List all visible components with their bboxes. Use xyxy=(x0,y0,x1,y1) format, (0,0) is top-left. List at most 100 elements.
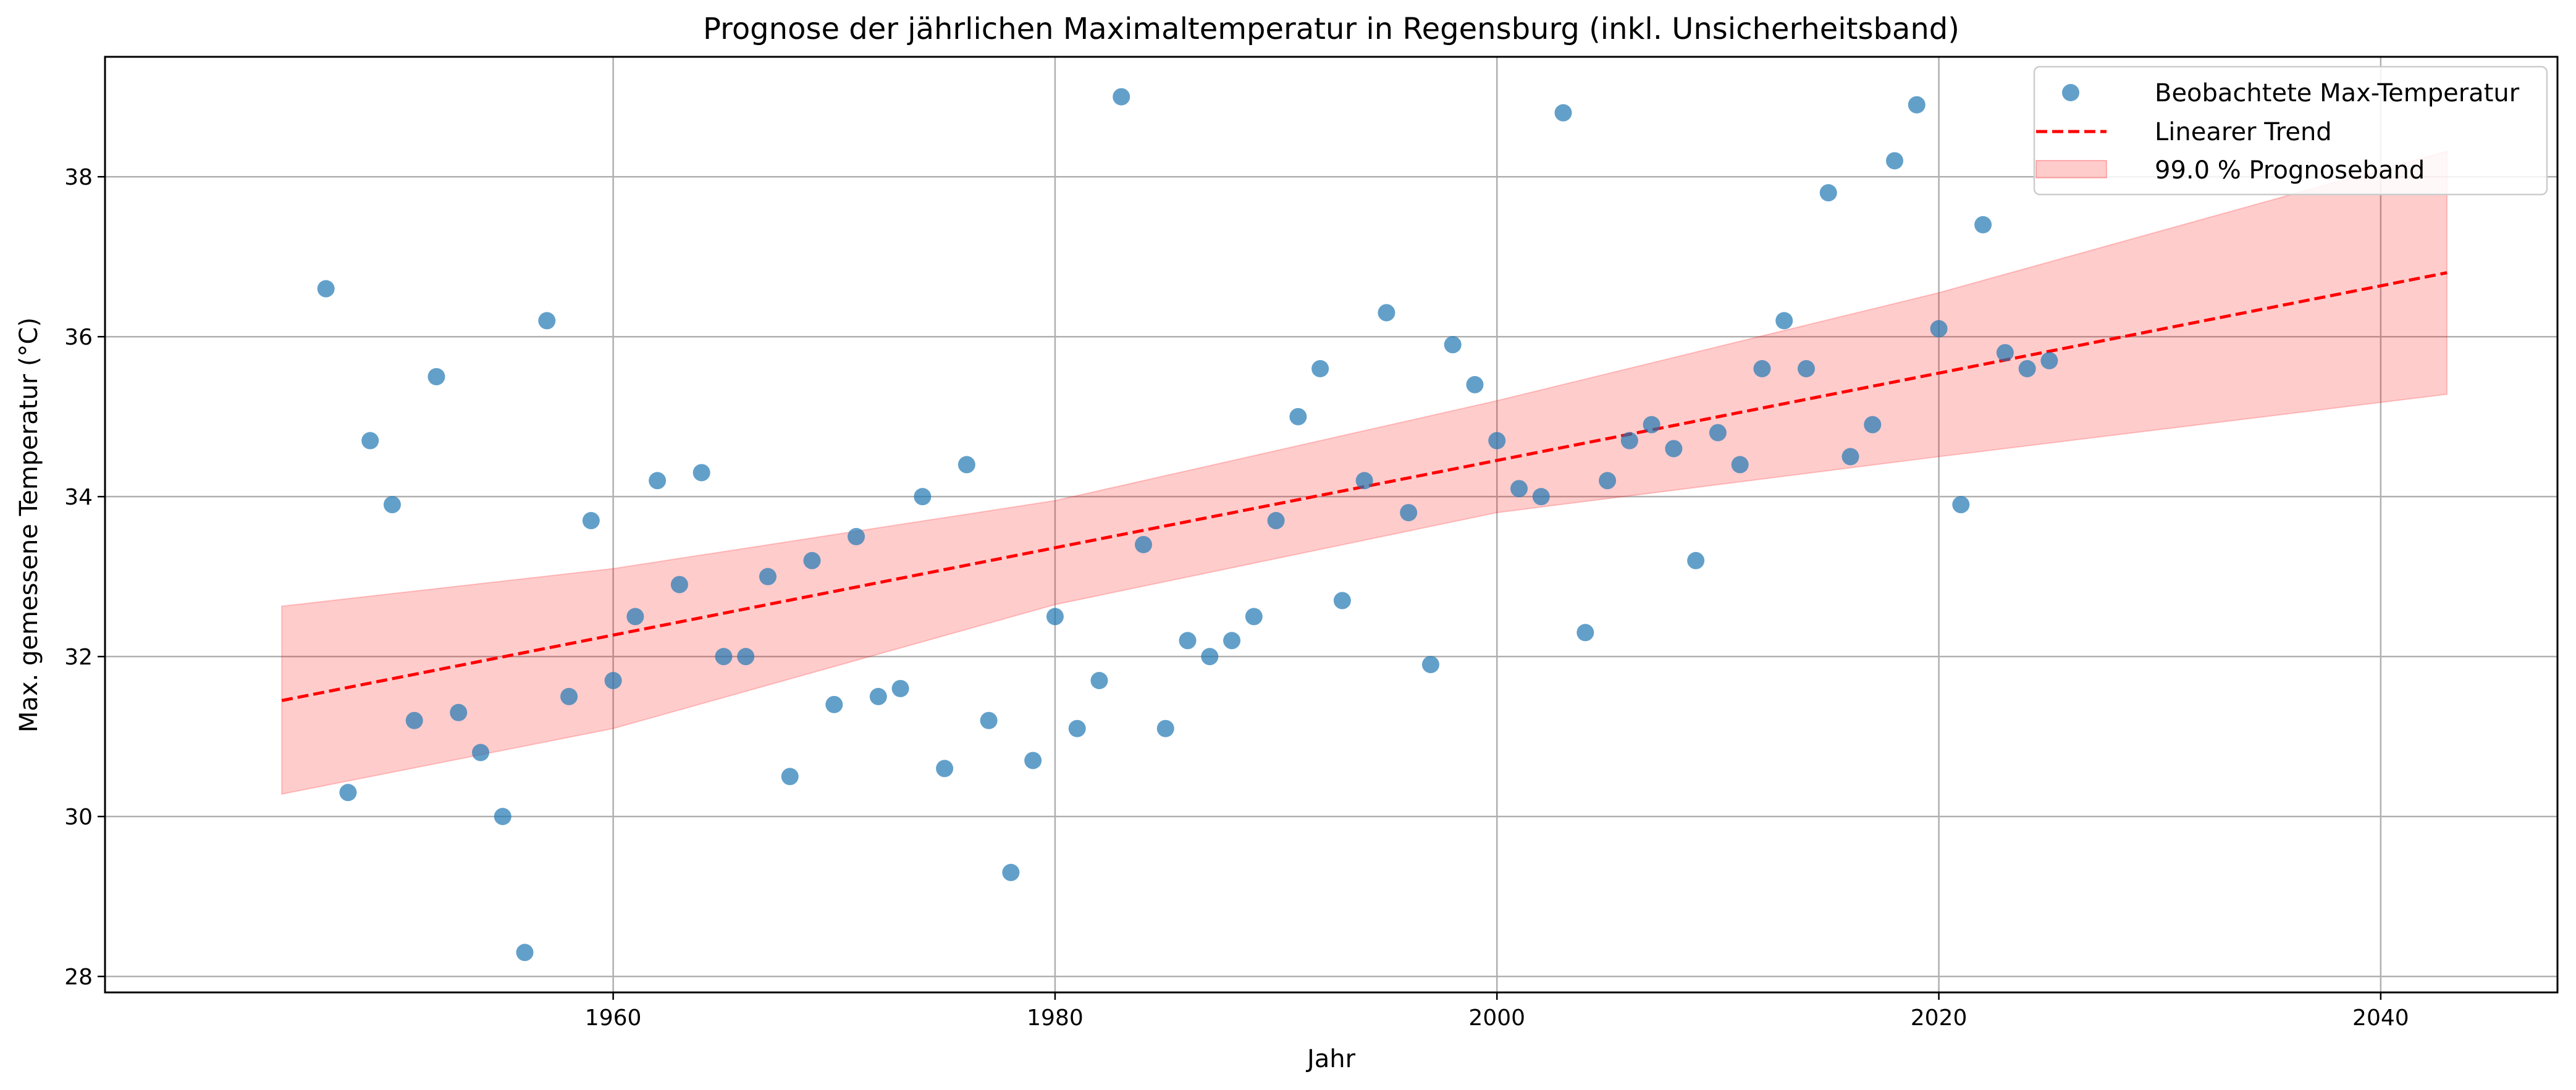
chart-title: Prognose der jährlichen Maximaltemperatu… xyxy=(703,12,1959,46)
legend-label-scatter: Beobachtete Max-Temperatur xyxy=(2155,79,2520,107)
data-point xyxy=(1421,656,1439,674)
data-point xyxy=(1311,360,1329,377)
x-tick-label: 1960 xyxy=(585,1005,642,1031)
data-point xyxy=(604,672,622,689)
data-point xyxy=(1620,432,1638,450)
trend-layer xyxy=(281,271,2448,702)
data-point xyxy=(2040,352,2058,370)
data-point xyxy=(1842,448,1859,466)
data-point xyxy=(737,648,755,666)
data-point xyxy=(958,456,975,474)
y-tick-label: 28 xyxy=(64,965,93,990)
legend-marker-scatter xyxy=(2062,84,2079,101)
data-point xyxy=(1753,360,1771,377)
legend: Beobachtete Max-Temperatur Linearer Tren… xyxy=(2033,65,2548,196)
data-point xyxy=(1046,608,1064,626)
data-point xyxy=(317,280,335,298)
y-axis-title: Max. gemessene Temperatur (°C) xyxy=(15,317,43,732)
data-point xyxy=(339,784,357,802)
x-tick-label: 2000 xyxy=(1468,1005,1525,1031)
data-point xyxy=(1179,632,1197,650)
data-point xyxy=(1599,472,1617,490)
data-point xyxy=(1819,184,1837,202)
data-point xyxy=(1886,152,1904,170)
data-point xyxy=(1002,863,1020,881)
data-point xyxy=(670,576,688,593)
data-point xyxy=(516,944,534,962)
legend-marker-band xyxy=(2035,160,2107,178)
data-point xyxy=(1024,752,1042,769)
data-point xyxy=(1930,320,1948,338)
plot-frame xyxy=(104,56,2559,994)
data-point xyxy=(1532,488,1550,506)
data-point xyxy=(891,679,909,697)
x-axis-ticks: 1960 1980 2000 2020 2040 xyxy=(585,992,2409,1031)
data-point xyxy=(1113,88,1130,106)
data-point xyxy=(980,711,998,729)
data-point xyxy=(1731,456,1749,474)
data-point xyxy=(1797,360,1815,377)
x-tick-label: 2020 xyxy=(1911,1005,1968,1031)
data-point xyxy=(450,703,468,721)
data-point xyxy=(1267,512,1285,530)
data-point xyxy=(1156,719,1174,737)
data-point xyxy=(361,432,379,450)
data-point xyxy=(582,512,600,530)
data-point xyxy=(1996,344,2014,362)
data-point xyxy=(715,648,733,666)
data-point xyxy=(472,744,490,761)
y-tick-label: 32 xyxy=(64,645,93,670)
data-point xyxy=(1223,632,1241,650)
data-point xyxy=(1643,416,1661,434)
legend-label-band: 99.0 % Prognoseband xyxy=(2155,156,2425,185)
data-point xyxy=(1068,719,1086,737)
data-point xyxy=(1201,648,1219,666)
data-point xyxy=(848,527,865,545)
data-point xyxy=(1466,375,1484,393)
x-tick-label: 2040 xyxy=(2352,1005,2409,1031)
data-point xyxy=(1134,535,1152,553)
legend-box xyxy=(2033,65,2548,196)
data-point xyxy=(1488,432,1506,450)
data-point xyxy=(1510,480,1528,498)
trend-line xyxy=(281,271,2448,702)
data-point xyxy=(1576,624,1594,642)
data-point xyxy=(803,551,821,569)
data-point xyxy=(494,808,511,826)
data-point xyxy=(1775,312,1793,330)
data-point xyxy=(383,496,401,514)
data-point xyxy=(1333,592,1351,610)
y-tick-label: 36 xyxy=(64,325,93,350)
y-axis-ticks: 28 30 32 34 36 38 xyxy=(64,165,105,990)
data-point xyxy=(1289,408,1307,426)
data-point xyxy=(1709,424,1727,442)
data-point xyxy=(914,488,932,506)
data-point xyxy=(1687,551,1705,569)
data-point xyxy=(2018,360,2036,377)
data-point xyxy=(560,687,578,705)
y-tick-label: 34 xyxy=(64,485,93,510)
data-point xyxy=(649,472,667,490)
data-point xyxy=(869,687,887,705)
data-point xyxy=(1378,304,1395,322)
data-point xyxy=(427,367,445,385)
x-axis-title: Jahr xyxy=(1305,1045,1356,1073)
points-layer xyxy=(317,88,2058,962)
data-point xyxy=(405,711,423,729)
data-point xyxy=(1952,496,1970,514)
y-tick-label: 38 xyxy=(64,165,93,190)
data-point xyxy=(1864,416,1882,434)
data-point xyxy=(1444,336,1462,354)
data-point xyxy=(1974,216,1992,233)
data-point xyxy=(626,608,644,626)
data-point xyxy=(825,695,843,713)
data-point xyxy=(1400,504,1418,522)
data-point xyxy=(936,760,954,778)
data-point xyxy=(1090,672,1108,689)
data-point xyxy=(781,768,799,786)
data-point xyxy=(1908,96,1926,114)
y-tick-label: 30 xyxy=(64,805,93,830)
data-point xyxy=(1554,104,1572,122)
data-point xyxy=(759,568,777,585)
